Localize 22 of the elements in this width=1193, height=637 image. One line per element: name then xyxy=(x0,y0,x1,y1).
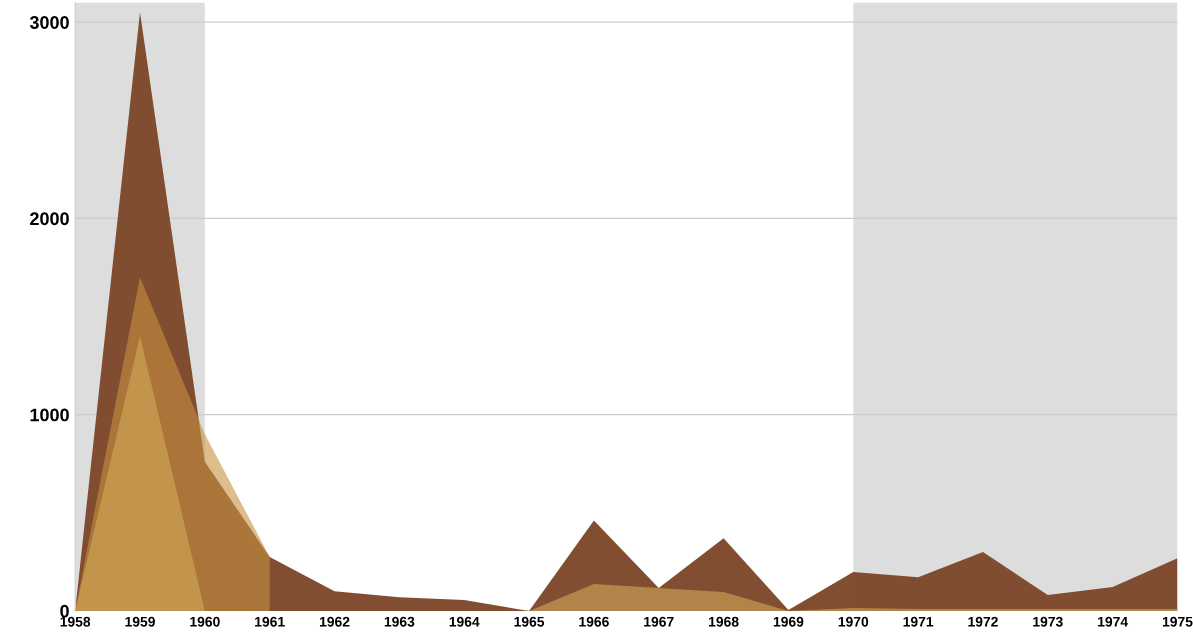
x-tick-label: 1960 xyxy=(190,616,220,627)
x-tick-label: 1972 xyxy=(968,616,998,627)
x-tick-label: 1974 xyxy=(1098,616,1129,627)
x-tick-label: 1966 xyxy=(579,616,609,627)
x-tick-label: 1971 xyxy=(903,616,934,627)
x-tick-label: 1969 xyxy=(773,616,804,627)
x-tick-label: 1961 xyxy=(255,616,285,627)
x-tick-label: 1958 xyxy=(60,616,91,627)
x-tick-label: 1962 xyxy=(319,616,350,627)
x-tick-label: 1963 xyxy=(384,616,415,627)
y-tick-label: 1000 xyxy=(30,408,69,422)
x-tick-label: 1973 xyxy=(1033,616,1063,627)
y-tick-label: 2000 xyxy=(30,212,69,226)
x-tick-label: 1959 xyxy=(125,616,155,627)
x-tick-label: 1965 xyxy=(514,616,545,627)
x-tick-label: 1975 xyxy=(1162,616,1193,627)
y-tick-label: 0 xyxy=(60,604,69,618)
x-tick-label: 1964 xyxy=(449,616,480,627)
x-tick-label: 1970 xyxy=(838,616,869,627)
y-tick-label: 3000 xyxy=(29,16,69,29)
x-tick-label: 1967 xyxy=(644,616,674,627)
x-tick-label: 1968 xyxy=(709,616,739,627)
